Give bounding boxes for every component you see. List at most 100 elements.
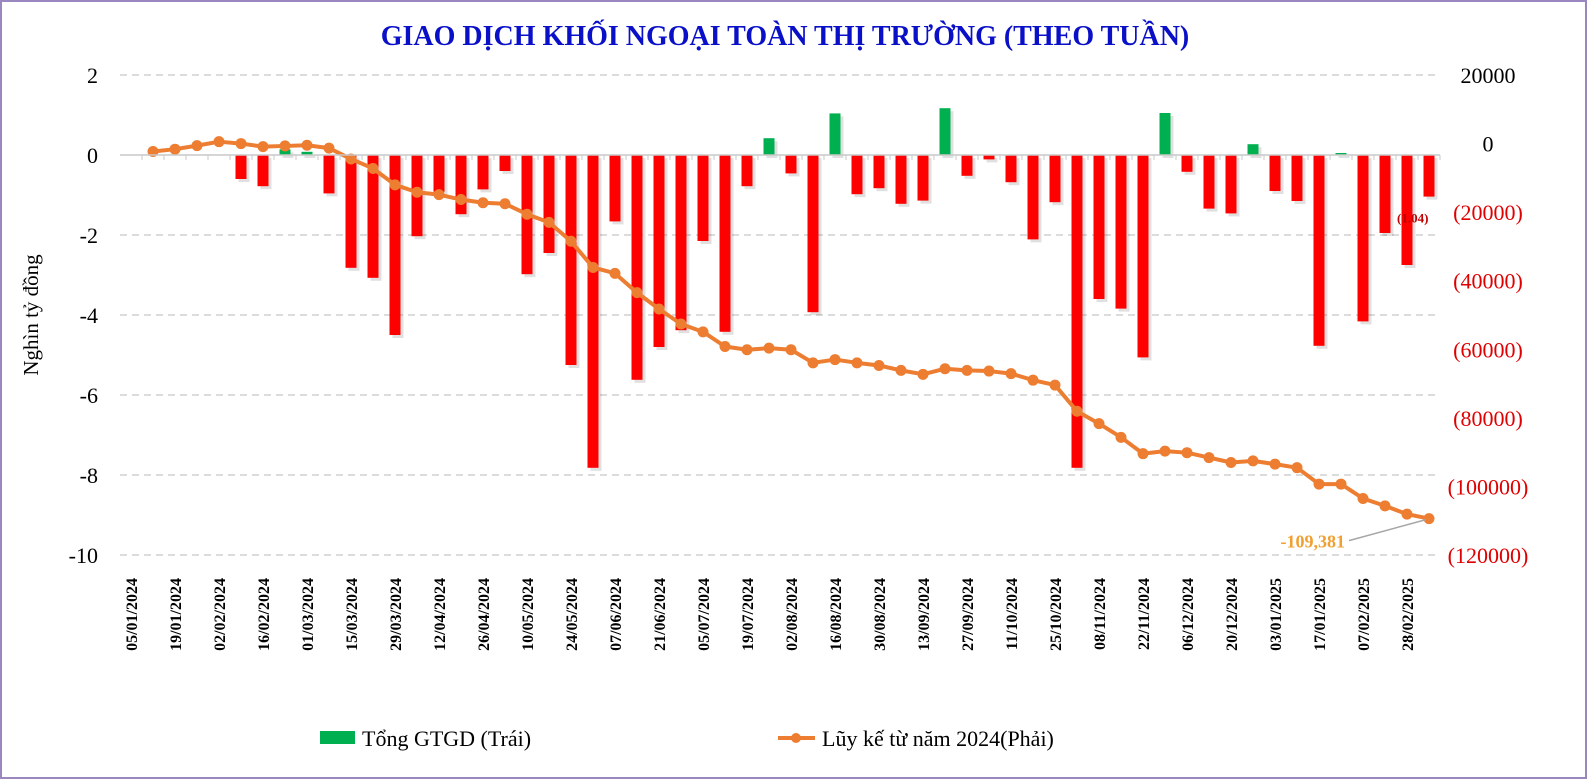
cumulative-point (191, 140, 203, 152)
cumulative-point (1137, 448, 1149, 460)
cumulative-point (411, 186, 423, 198)
bar-shadow (1338, 156, 1350, 158)
bar-negative (1401, 155, 1413, 265)
bar-negative (323, 155, 335, 194)
bar-negative (697, 155, 709, 241)
x-tick-label: 19/07/2024 (740, 578, 757, 651)
y-left-tick-label: -2 (80, 223, 98, 248)
bar-negative (675, 155, 687, 331)
x-tick-label: 05/01/2024 (124, 578, 141, 651)
cumulative-point (1093, 418, 1105, 430)
cumulative-point (1401, 508, 1413, 520)
x-tick-label: 15/03/2024 (344, 578, 361, 651)
cumulative-point (1071, 405, 1083, 417)
cumulative-point (807, 357, 819, 369)
bar-negative (1269, 155, 1281, 191)
x-tick-label: 06/12/2024 (1180, 578, 1197, 651)
cumulative-point (785, 344, 797, 356)
cumulative-point (1247, 455, 1259, 467)
bar-negative (807, 155, 819, 313)
y-right-tick-label: 20000 (1461, 63, 1516, 88)
cumulative-point (587, 261, 599, 273)
x-tick-label: 03/01/2025 (1268, 578, 1285, 651)
x-tick-label: 13/09/2024 (916, 578, 933, 651)
x-tick-label: 30/08/2024 (872, 578, 889, 651)
last-cumulative-data-label: -109,381 (1281, 532, 1346, 552)
cumulative-point (961, 364, 973, 376)
y-left-tick-label: 0 (87, 143, 98, 168)
bar-negative (917, 155, 929, 201)
y-right-tick-label: 0 (1483, 132, 1494, 157)
cumulative-point (1313, 478, 1325, 490)
x-tick-label: 27/09/2024 (960, 578, 977, 651)
cumulative-point (147, 145, 159, 157)
cumulative-point (1005, 368, 1017, 380)
cumulative-point (653, 303, 665, 315)
bar-negative (367, 155, 379, 278)
cumulative-point (367, 162, 379, 174)
bar-negative (1379, 155, 1391, 233)
y-right-tick-label: (20000) (1453, 200, 1523, 225)
x-tick-label: 21/06/2024 (652, 578, 669, 651)
bar-negative (609, 155, 621, 222)
cumulative-point (389, 179, 401, 191)
bar-negative (587, 155, 599, 468)
x-tick-label: 16/08/2024 (828, 578, 845, 651)
cumulative-point (1181, 447, 1193, 459)
cumulative-point (169, 143, 181, 155)
bar-negative (1093, 155, 1105, 299)
legend-line-marker (791, 733, 801, 743)
bar-negative (653, 155, 665, 347)
bar-positive (763, 138, 775, 155)
cumulative-point (1159, 445, 1171, 457)
bar-negative (719, 155, 731, 332)
x-tick-label: 29/03/2024 (388, 578, 405, 651)
cumulative-point (433, 189, 445, 201)
bar-shadow (986, 158, 998, 163)
y-left-tick-label: -10 (69, 543, 98, 568)
bar-negative (983, 155, 995, 160)
annotation-leader-line (1348, 518, 1427, 542)
y-left-tick-label: -4 (80, 303, 98, 328)
bar-negative (961, 155, 973, 176)
cumulative-point (983, 365, 995, 377)
cumulative-point (763, 342, 775, 354)
y-left-tick-label: -8 (80, 463, 98, 488)
cumulative-point (521, 208, 533, 220)
cumulative-point (829, 354, 841, 366)
x-tick-label: 02/08/2024 (784, 578, 801, 651)
bar-positive (279, 149, 291, 155)
cumulative-point (1291, 462, 1303, 474)
bar-negative (1137, 155, 1149, 358)
bar-negative (257, 155, 269, 187)
bar-shadow (304, 154, 316, 158)
bar-negative (345, 155, 357, 268)
y-right-tick-label: (80000) (1453, 406, 1523, 431)
cumulative-point (477, 197, 489, 209)
cumulative-point (279, 140, 291, 152)
x-tick-label: 22/11/2024 (1136, 578, 1153, 650)
x-tick-label: 02/02/2024 (212, 578, 229, 651)
x-tick-label: 07/06/2024 (608, 578, 625, 651)
cumulative-point (323, 142, 335, 154)
bar-negative (543, 155, 555, 253)
legend-bar-swatch (320, 731, 355, 744)
x-tick-label: 25/10/2024 (1048, 578, 1065, 651)
bar-negative (1313, 155, 1325, 346)
cumulative-point (719, 341, 731, 353)
bar-negative (565, 155, 577, 365)
x-tick-label: 24/05/2024 (564, 578, 581, 651)
bar-negative (1291, 155, 1303, 201)
cumulative-point (499, 198, 511, 210)
cumulative-point (1203, 452, 1215, 464)
x-tick-label: 17/01/2025 (1312, 578, 1329, 651)
bar-positive (1159, 113, 1171, 155)
bar-negative (1049, 155, 1061, 203)
bar-negative (1423, 155, 1435, 197)
cumulative-point (1049, 379, 1061, 391)
bar-negative (389, 155, 401, 335)
bar-negative (741, 155, 753, 187)
bar-positive (1247, 144, 1259, 155)
